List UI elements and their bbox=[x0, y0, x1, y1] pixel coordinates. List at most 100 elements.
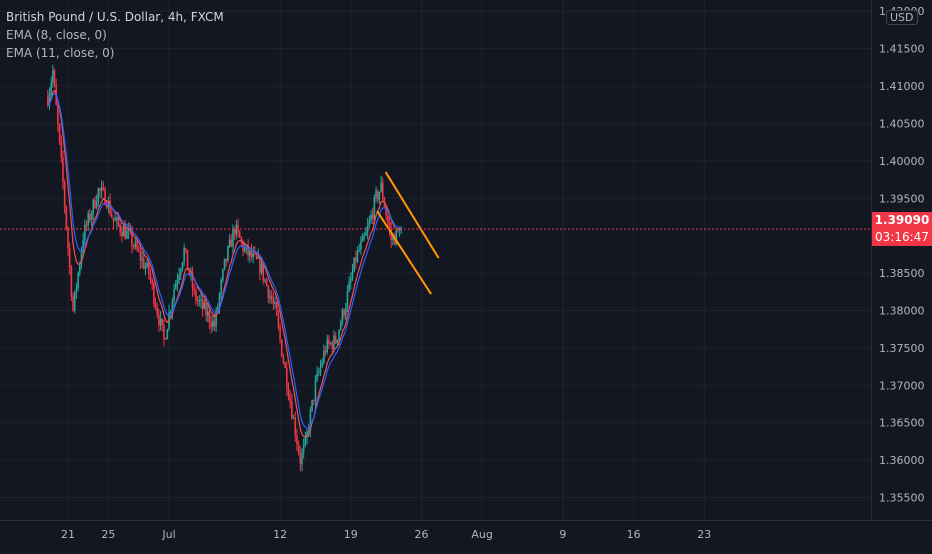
price-tick-label: 1.40000 bbox=[879, 155, 925, 168]
candle-body bbox=[343, 309, 345, 316]
trend-channel[interactable] bbox=[376, 171, 440, 295]
candle-body bbox=[117, 217, 120, 225]
price-axis[interactable]: 1.420001.415001.410001.405001.400001.395… bbox=[879, 5, 925, 504]
time-tick-label: 25 bbox=[101, 528, 115, 541]
candle-body bbox=[154, 303, 157, 308]
time-tick-label: Aug bbox=[471, 528, 492, 541]
price-tick-label: 1.36000 bbox=[879, 454, 925, 467]
candle-body bbox=[328, 339, 330, 344]
price-tick-label: 1.40500 bbox=[879, 117, 925, 130]
candle-body bbox=[314, 380, 317, 401]
candle-body bbox=[294, 417, 297, 436]
candle-body bbox=[387, 215, 389, 222]
candle-body bbox=[371, 214, 374, 219]
symbol-title[interactable]: British Pound / U.S. Dollar, 4h, FXCM bbox=[6, 10, 224, 24]
candle-body bbox=[48, 93, 51, 106]
time-axis[interactable]: 21 25 Jul 12 19 26 Aug 9 16 23 bbox=[61, 528, 711, 541]
candle-body bbox=[378, 191, 381, 200]
last-price-value: 1.39090 bbox=[874, 213, 930, 227]
candle-body bbox=[99, 188, 101, 191]
candle-body bbox=[63, 182, 66, 207]
price-tick-label: 1.36500 bbox=[879, 417, 925, 430]
ema-fast-line bbox=[47, 89, 402, 438]
candle-body bbox=[183, 248, 185, 263]
price-tick-label: 1.38500 bbox=[879, 267, 925, 280]
candle-body bbox=[355, 257, 357, 262]
grid bbox=[0, 0, 871, 520]
candle-body bbox=[351, 271, 354, 279]
candle-body bbox=[158, 314, 160, 325]
candle-body bbox=[188, 268, 190, 275]
candle-body bbox=[353, 257, 355, 272]
candle-body bbox=[356, 250, 359, 262]
candle-body bbox=[222, 269, 224, 281]
candle-body bbox=[53, 70, 56, 85]
candle-body bbox=[311, 399, 313, 411]
candle-body bbox=[237, 224, 239, 232]
candle-body bbox=[321, 362, 323, 366]
candle-body bbox=[186, 250, 189, 269]
candle-body bbox=[112, 217, 115, 221]
time-tick-label: 12 bbox=[273, 528, 287, 541]
price-tick-label: 1.41000 bbox=[879, 80, 925, 93]
candle-body bbox=[176, 280, 179, 284]
candle-body bbox=[185, 248, 187, 251]
candle-body bbox=[259, 256, 261, 273]
candle-body bbox=[87, 213, 89, 226]
candle-body bbox=[156, 307, 159, 315]
candle-body bbox=[137, 249, 140, 251]
candle-body bbox=[217, 306, 219, 310]
candle-body bbox=[68, 248, 71, 268]
candle-body bbox=[136, 241, 138, 250]
candle-body bbox=[100, 187, 103, 191]
candle-body bbox=[195, 290, 197, 301]
candle-body bbox=[292, 417, 295, 419]
candle-body bbox=[179, 269, 182, 276]
candle-body bbox=[60, 140, 63, 158]
candle-body bbox=[166, 329, 169, 340]
candle-body bbox=[119, 224, 121, 232]
candle-body bbox=[282, 356, 285, 363]
candle-body bbox=[82, 240, 84, 251]
candle-body bbox=[121, 231, 123, 237]
candle-body bbox=[146, 262, 148, 267]
candle-body bbox=[73, 291, 76, 311]
candle-body bbox=[381, 182, 384, 199]
ema-slow-label[interactable]: EMA (11, close, 0) bbox=[6, 46, 115, 60]
candle-body bbox=[280, 339, 283, 357]
candle-body bbox=[92, 199, 95, 214]
time-tick-label: 26 bbox=[415, 528, 429, 541]
candle-body bbox=[142, 258, 145, 269]
candle-body bbox=[306, 431, 308, 438]
candle-body bbox=[228, 239, 231, 247]
candle-body bbox=[181, 262, 184, 270]
candle-body bbox=[200, 299, 202, 301]
channel-lower-line[interactable] bbox=[376, 210, 432, 295]
candle-body bbox=[296, 435, 298, 445]
ema-fast-label[interactable]: EMA (8, close, 0) bbox=[6, 28, 107, 42]
candle-body bbox=[97, 188, 100, 203]
channel-upper-line[interactable] bbox=[384, 171, 440, 259]
candle-body bbox=[252, 252, 254, 258]
candle-body bbox=[208, 311, 211, 323]
candle-body bbox=[326, 339, 329, 352]
candle-body bbox=[338, 330, 340, 340]
ema-slow-line bbox=[47, 92, 402, 430]
candle-body bbox=[373, 196, 376, 219]
candle-body bbox=[297, 444, 300, 454]
candle-body bbox=[78, 264, 81, 273]
candle-body bbox=[169, 311, 172, 313]
candle-body bbox=[77, 272, 79, 289]
candle-body bbox=[243, 248, 246, 252]
candle-body bbox=[312, 399, 315, 401]
candle-body bbox=[171, 301, 174, 312]
candle-body bbox=[361, 235, 364, 242]
candle-body bbox=[366, 226, 369, 233]
candle-body bbox=[220, 280, 222, 295]
candle-body bbox=[275, 302, 278, 316]
candle-body bbox=[153, 283, 155, 304]
candle-body bbox=[265, 279, 268, 286]
currency-badge[interactable]: USD bbox=[886, 10, 918, 25]
